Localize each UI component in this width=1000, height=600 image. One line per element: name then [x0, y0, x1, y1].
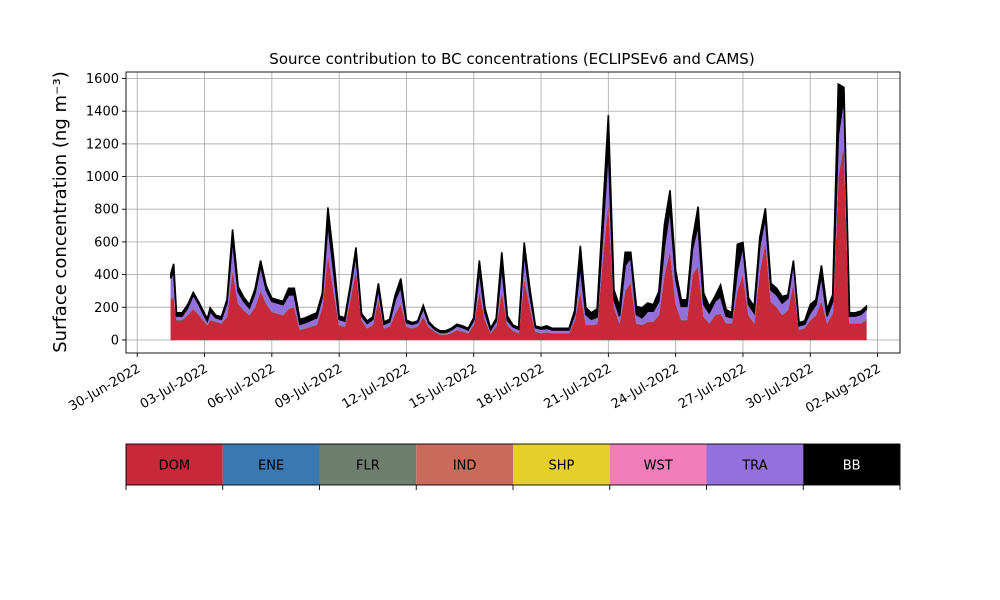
legend-swatch-bb — [803, 444, 900, 485]
legend-swatch-wst — [609, 444, 707, 485]
x-tick-label: 24-Jul-2022 — [609, 361, 682, 412]
y-tick-label: 0 — [111, 333, 119, 348]
legend-label-bb: BB — [843, 459, 861, 474]
y-tick-label: 1400 — [86, 105, 119, 120]
legend-colorbar: DOM ENE FLR IND SHP WST TRA BB — [125, 443, 901, 490]
x-tick-label: 03-Jul-2022 — [138, 361, 211, 412]
area-series-bb — [170, 82, 868, 334]
x-tick-label: 09-Jul-2022 — [272, 361, 345, 412]
legend-label-dom: DOM — [159, 459, 190, 474]
y-axis-label: Surface concentration (ng m⁻³) — [50, 71, 71, 353]
x-axis: 30-Jun-202203-Jul-202206-Jul-202209-Jul-… — [66, 353, 884, 417]
chart-title: Source contribution to BC concentrations… — [269, 50, 754, 68]
x-tick-label: 12-Jul-2022 — [340, 361, 413, 412]
x-tick-label: 21-Jul-2022 — [542, 361, 615, 412]
legend-label-wst: WST — [644, 459, 673, 474]
y-tick-label: 1200 — [86, 137, 119, 152]
grid-layer — [126, 72, 900, 353]
legend-swatch-ind — [416, 444, 513, 485]
legend-label-ene: ENE — [258, 459, 284, 474]
legend-swatch-dom — [126, 444, 223, 485]
y-tick-label: 600 — [94, 235, 119, 250]
legend-label-ind: IND — [453, 459, 477, 474]
y-tick-label: 400 — [94, 268, 119, 283]
y-axis: 0 200 400 600 800 1000 1200 1400 1600 — [86, 72, 126, 348]
x-tick-label: 15-Jul-2022 — [407, 361, 480, 412]
legend-swatch-shp — [513, 444, 610, 485]
x-tick-label: 27-Jul-2022 — [676, 361, 749, 412]
legend-swatch-ene — [222, 444, 320, 485]
y-tick-label: 1000 — [86, 170, 119, 185]
plot-frame — [125, 71, 901, 354]
legend-swatch-tra — [706, 444, 804, 485]
y-tick-label: 800 — [94, 203, 119, 218]
x-tick-label: 18-Jul-2022 — [474, 361, 547, 412]
stacked-area-layer — [170, 82, 868, 341]
legend-label-flr: FLR — [356, 459, 380, 474]
y-tick-label: 200 — [94, 301, 119, 316]
legend-label-shp: SHP — [548, 459, 574, 474]
legend-swatch-flr — [319, 444, 417, 485]
x-tick-label: 30-Jun-2022 — [66, 361, 143, 414]
x-tick-label: 06-Jul-2022 — [205, 361, 278, 412]
x-tick-label: 02-Aug-2022 — [803, 361, 883, 416]
y-tick-label: 1600 — [86, 72, 119, 87]
legend-label-tra: TRA — [741, 459, 767, 474]
